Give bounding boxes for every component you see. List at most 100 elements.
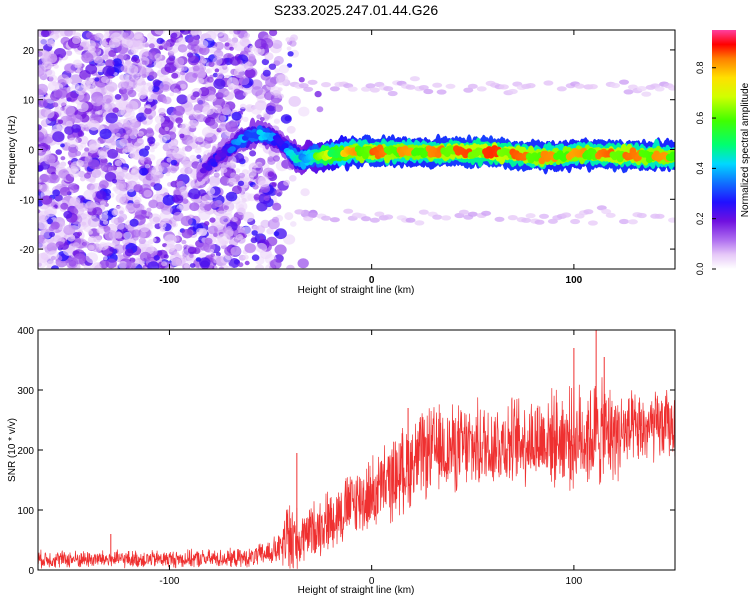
sideband-blob [476,86,487,92]
sideband-blob [521,217,532,223]
noise-blob [228,177,237,185]
noise-blob [198,39,209,49]
noise-blob [64,125,75,135]
noise-blob [92,262,102,269]
sideband-blob [627,219,638,225]
noise-blob [238,262,244,268]
noise-blob [192,73,199,78]
noise-blob [201,58,207,64]
ridge-blob [671,152,675,161]
snr-ytick-label: 0 [28,566,34,577]
noise-blob [127,89,137,98]
sideband-blob [498,84,509,90]
ridge-blob [362,152,369,160]
noise-blob [159,222,167,229]
noise-blob [122,238,130,245]
sideband-blob [458,209,469,215]
noise-blob [144,157,151,163]
noise-blob [46,39,55,47]
noise-blob [141,60,147,65]
noise-blob [204,221,210,226]
heatmap-ytick-label: 20 [23,46,35,57]
noise-blob [131,201,143,212]
noise-blob [298,106,310,117]
noise-blob [152,79,161,87]
noise-blob [189,254,194,258]
noise-blob [229,104,236,110]
noise-blob [115,132,121,138]
noise-blob [148,199,159,209]
noise-blob [237,207,246,216]
figure-title: S233.2025.247.01.44.G26 [274,2,438,18]
noise-blob [254,102,264,111]
noise-blob [251,254,260,261]
noise-blob [38,195,41,200]
noise-blob [78,135,89,145]
sideband-blob [587,220,598,226]
noise-blob [142,41,149,48]
snr-ytick-label: 200 [17,446,34,457]
noise-blob [38,37,47,47]
noise-blob [201,106,211,115]
noise-blob [49,174,60,184]
noise-blob [197,78,205,84]
noise-blob [44,206,57,217]
sideband-blob [361,216,371,222]
noise-blob [38,49,50,60]
noise-blob [88,77,95,83]
noise-blob [238,192,245,198]
colorbar-gradient [712,30,736,269]
noise-blob [149,148,155,153]
noise-blob [147,96,154,103]
sideband-blob [525,83,536,89]
sideband-lower [294,205,675,226]
noise-blob [116,180,127,190]
noise-blob [116,222,125,230]
noise-blob [87,230,93,235]
noise-blob [113,205,125,216]
sideband-blob [543,80,554,86]
sideband-blob [414,220,425,226]
noise-blob [249,45,257,52]
noise-blob [231,111,242,121]
noise-blob [40,30,50,38]
noise-blob [187,246,197,255]
noise-blob [148,43,155,49]
noise-blob [273,118,280,124]
noise-blob [246,106,252,111]
noise-blob [196,114,206,123]
noise-blob [77,202,88,212]
noise-blob [272,155,280,162]
noise-blob [161,261,168,267]
sideband-blob [307,212,318,218]
noise-blob [81,221,87,226]
noise-blob [230,246,242,256]
noise-blob [96,227,105,234]
noise-blob [91,169,102,178]
noise-blob [256,201,268,212]
noise-blob [215,237,226,247]
noise-blob [283,234,296,245]
noise-blob [117,52,127,61]
noise-blob [259,117,265,122]
signal-ridge [196,117,675,186]
noise-blob [105,112,118,124]
noise-blob [171,72,179,79]
sideband-blob [668,85,675,91]
sideband-blob [409,76,420,82]
noise-blob [221,107,231,116]
noise-blob [119,189,129,197]
noise-blob [94,77,100,82]
sideband-blob [494,216,505,222]
sideband-blob [570,218,581,225]
noise-blob [66,91,78,102]
noise-blob [274,228,287,240]
noise-blob [49,32,60,41]
noise-blob [38,209,41,214]
noise-blob [238,172,245,179]
noise-blob [189,202,200,212]
noise-blob [244,68,256,79]
noise-blob [99,200,107,206]
noise-blob [239,37,250,47]
noise-blob [129,218,139,227]
